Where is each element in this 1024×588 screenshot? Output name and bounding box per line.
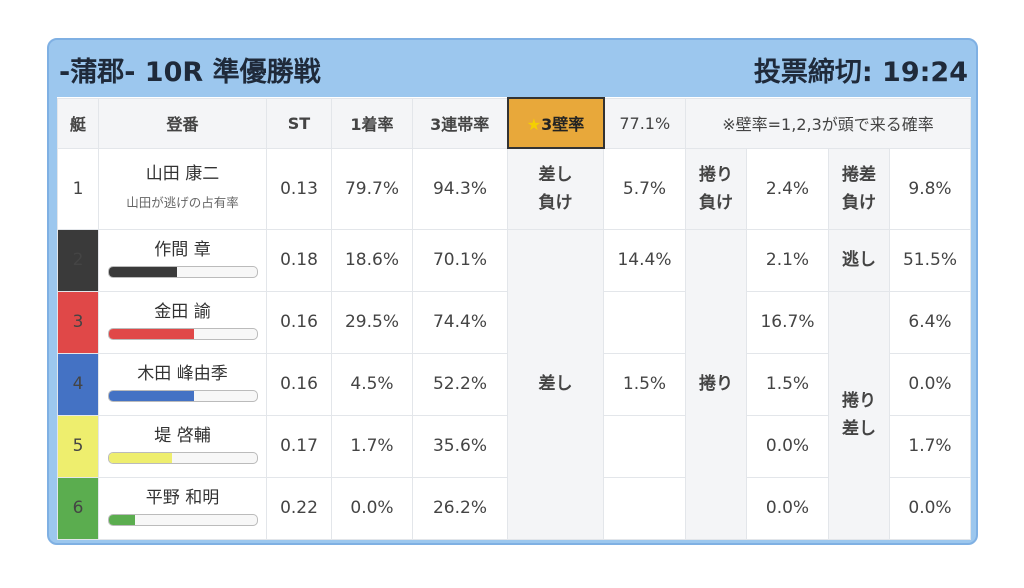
col-racer: 登番 xyxy=(98,97,267,149)
first-rate-value: 0.0% xyxy=(331,476,413,540)
st-value: 0.18 xyxy=(266,228,332,292)
table-row: 6 平野 和明 0.22 0.0% 26.2% 0.0% 0.0% xyxy=(57,476,971,540)
star-icon: ★ xyxy=(526,115,542,134)
racer-cell[interactable]: 平野 和明 xyxy=(98,476,267,540)
racer-name: 木田 峰由季 xyxy=(137,363,228,384)
sashi-value xyxy=(603,414,686,478)
sashi-value: 14.4% xyxy=(603,228,686,292)
makuri-value: 1.5% xyxy=(746,352,829,416)
boat-number-5: 5 xyxy=(57,414,99,478)
rate-bar xyxy=(107,265,258,278)
nige-label: 逃し xyxy=(828,228,890,292)
racer-cell[interactable]: 山田 康二 山田が逃げの占有率 xyxy=(98,147,267,230)
table-row: 5 堤 啓輔 0.17 1.7% 35.6% 0.0% 1.7% xyxy=(57,414,971,478)
race-stats-table: 艇 登番 ST 1着率 3連帯率 ★3壁率 77.1% ※壁率=1,2,3が頭で… xyxy=(57,97,971,540)
rate-bar xyxy=(107,327,258,340)
st-value: 0.13 xyxy=(266,147,332,230)
first-rate-value: 29.5% xyxy=(331,290,413,354)
first-rate-value: 1.7% xyxy=(331,414,413,478)
racer-cell[interactable]: 堤 啓輔 xyxy=(98,414,267,478)
makurisashi-value: 0.0% xyxy=(889,476,971,540)
col-trio-rate: 3連帯率 xyxy=(412,97,508,149)
nige-value: 51.5% xyxy=(889,228,971,292)
wall-rate-note: ※壁率=1,2,3が頭で来る確率 xyxy=(685,97,971,149)
boat-number-3: 3 xyxy=(57,290,99,354)
wall-rate-label: 3壁率 xyxy=(541,115,585,134)
rate-bar-fill xyxy=(108,328,195,339)
makurisashi-make-value: 9.8% xyxy=(889,147,971,230)
table-row: 2 作間 章 0.18 18.6% 70.1% 差し 14.4% 捲り 2.1%… xyxy=(57,228,971,540)
table-row: 1 山田 康二 山田が逃げの占有率 0.13 79.7% 94.3% 差し 負け … xyxy=(57,147,971,230)
trio-rate-value: 35.6% xyxy=(412,414,508,478)
racer-name: 作間 章 xyxy=(154,239,211,260)
makuri-value: 16.7% xyxy=(746,290,829,354)
racer-name: 平野 和明 xyxy=(145,487,220,508)
col-wall-rate[interactable]: ★3壁率 xyxy=(506,97,605,149)
sashi-label: 差し xyxy=(507,228,604,540)
makuri-make-value: 2.4% xyxy=(746,147,829,230)
table-row: 3 金田 諭 0.16 29.5% 74.4% 16.7% 捲り 差し 6.4% xyxy=(57,290,971,540)
st-value: 0.16 xyxy=(266,352,332,416)
makuri-value: 2.1% xyxy=(746,228,829,292)
makurisashi-value: 1.7% xyxy=(889,414,971,478)
st-value: 0.22 xyxy=(266,476,332,540)
col-boat: 艇 xyxy=(57,97,99,149)
race-title: -蒲郡- 10R 準優勝戦 xyxy=(59,57,321,88)
racer-subnote: 山田が逃げの占有率 xyxy=(126,194,239,210)
sashi-value: 1.5% xyxy=(603,352,686,416)
trio-rate-value: 52.2% xyxy=(412,352,508,416)
boat-number-1: 1 xyxy=(57,147,99,230)
makuri-value: 0.0% xyxy=(746,476,829,540)
rate-bar-fill xyxy=(108,390,195,401)
table-row: 4 木田 峰由季 0.16 4.5% 52.2% 1.5% 1.5% 0.0% xyxy=(57,352,971,416)
trio-rate-value: 26.2% xyxy=(412,476,508,540)
col-first-rate: 1着率 xyxy=(331,97,413,149)
makurisashi-value: 6.4% xyxy=(889,290,971,354)
sashi-make-label: 差し 負け xyxy=(507,147,604,230)
racer-name: 山田 康二 xyxy=(145,163,220,184)
makuri-label: 捲り xyxy=(685,228,747,540)
racer-name: 金田 諭 xyxy=(154,301,211,322)
col-st: ST xyxy=(266,97,332,149)
makurisashi-value: 0.0% xyxy=(889,352,971,416)
boat-number-6: 6 xyxy=(57,476,99,540)
race-card: -蒲郡- 10R 準優勝戦 投票締切: 19:24 艇 登番 ST 1着率 3連… xyxy=(47,38,978,545)
first-rate-value: 18.6% xyxy=(331,228,413,292)
makurisashi-label: 捲り 差し xyxy=(828,290,890,540)
makuri-make-label: 捲り 負け xyxy=(685,147,747,230)
boat-number-4: 4 xyxy=(57,352,99,416)
rate-bar xyxy=(107,451,258,464)
rate-bar xyxy=(107,513,258,526)
trio-rate-value: 74.4% xyxy=(412,290,508,354)
rate-bar xyxy=(107,389,258,402)
wall-rate-value: 77.1% xyxy=(603,97,686,149)
vote-deadline: 投票締切: 19:24 xyxy=(753,57,968,88)
rate-bar-fill xyxy=(108,452,173,463)
sashi-make-value: 5.7% xyxy=(603,147,686,230)
racer-cell[interactable]: 木田 峰由季 xyxy=(98,352,267,416)
racer-cell[interactable]: 金田 諭 xyxy=(98,290,267,354)
trio-rate-value: 94.3% xyxy=(412,147,508,230)
trio-rate-value: 70.1% xyxy=(412,228,508,292)
rate-bar-fill xyxy=(108,514,136,525)
first-rate-value: 79.7% xyxy=(331,147,413,230)
makurisashi-make-label: 捲差 負け xyxy=(828,147,890,230)
st-value: 0.16 xyxy=(266,290,332,354)
sashi-value xyxy=(603,476,686,540)
racer-cell[interactable]: 作間 章 xyxy=(98,228,267,292)
racer-name: 堤 啓輔 xyxy=(154,425,211,446)
st-value: 0.17 xyxy=(266,414,332,478)
boat-number-2: 2 xyxy=(57,228,99,292)
first-rate-value: 4.5% xyxy=(331,352,413,416)
makuri-value: 0.0% xyxy=(746,414,829,478)
rate-bar-fill xyxy=(108,266,177,277)
sashi-value xyxy=(603,290,686,354)
